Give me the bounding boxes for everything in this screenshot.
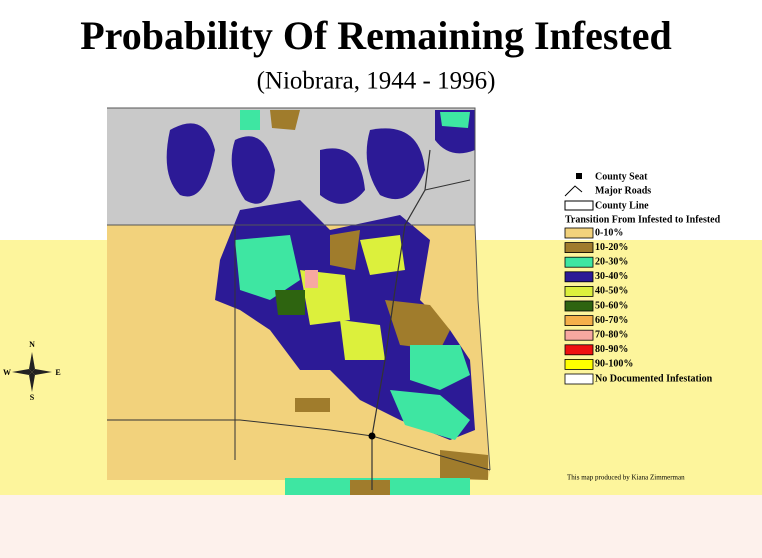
patch	[235, 235, 300, 300]
patch	[305, 270, 318, 288]
patch	[340, 320, 385, 360]
legend-label: 60-70%	[595, 315, 628, 326]
compass-label: S	[30, 393, 35, 402]
legend-label: County Line	[595, 200, 649, 211]
patch	[440, 450, 488, 480]
patch	[295, 398, 330, 412]
legend-swatch	[564, 256, 594, 268]
patch	[385, 300, 450, 350]
legend-swatch	[564, 344, 594, 356]
compass-point	[32, 369, 52, 375]
patch	[410, 345, 470, 390]
compass-point	[29, 372, 35, 392]
patch	[320, 148, 365, 204]
patch	[390, 390, 470, 440]
legend: County Seat Major Roads County Line Transit…	[564, 171, 721, 385]
legend-swatch	[564, 300, 594, 312]
legend-swatch	[564, 373, 594, 385]
compass-label: W	[3, 368, 11, 377]
legend-label: Major Roads	[595, 185, 651, 196]
legend-swatch	[564, 315, 594, 327]
map-title: Probability Of Remaining Infested	[80, 13, 672, 58]
legend-swatch	[564, 271, 594, 283]
map-subtitle: (Niobrara, 1944 - 1996)	[257, 68, 496, 95]
road	[107, 419, 491, 471]
patch	[330, 230, 360, 270]
patch	[166, 123, 215, 197]
legend-label: 40-50%	[595, 286, 628, 297]
legend-label: County Seat	[595, 171, 648, 182]
legend-label: 70-80%	[595, 329, 628, 340]
legend-symbol	[564, 200, 594, 211]
compass-point	[29, 352, 35, 372]
road	[424, 179, 471, 191]
credit: This map produced by Kiana Zimmerman	[567, 474, 685, 482]
compass-label: E	[55, 368, 60, 377]
patch	[275, 290, 305, 315]
legend-label: No Documented Infestation	[595, 373, 713, 384]
patch	[231, 136, 275, 204]
patch	[366, 128, 425, 200]
legend-heading: Transition From Infested to Infested	[565, 214, 721, 225]
legend-swatch	[564, 227, 594, 239]
legend-label: 80-90%	[595, 344, 628, 355]
legend-label: 30-40%	[595, 271, 628, 282]
patch	[240, 110, 260, 130]
south-band	[0, 495, 762, 558]
compass-point	[12, 369, 32, 375]
legend-symbol	[564, 185, 583, 197]
patch	[350, 480, 390, 495]
legend-symbol	[576, 173, 582, 179]
legend-swatch	[564, 358, 594, 370]
patch	[440, 112, 470, 128]
legend-label: 10-20%	[595, 242, 628, 253]
county-seat-marker	[368, 432, 376, 440]
patch	[270, 110, 300, 130]
patch	[360, 235, 405, 275]
legend-label: 0-10%	[595, 227, 623, 238]
compass: N S W E	[3, 340, 61, 402]
legend-swatch	[564, 329, 594, 341]
legend-label: 20-30%	[595, 256, 628, 267]
legend-label: 50-60%	[595, 300, 628, 311]
compass-label: N	[29, 340, 35, 349]
legend-swatch	[564, 242, 594, 254]
county-map	[107, 107, 491, 495]
legend-label: 90-100%	[595, 359, 633, 370]
legend-swatch	[564, 285, 594, 297]
